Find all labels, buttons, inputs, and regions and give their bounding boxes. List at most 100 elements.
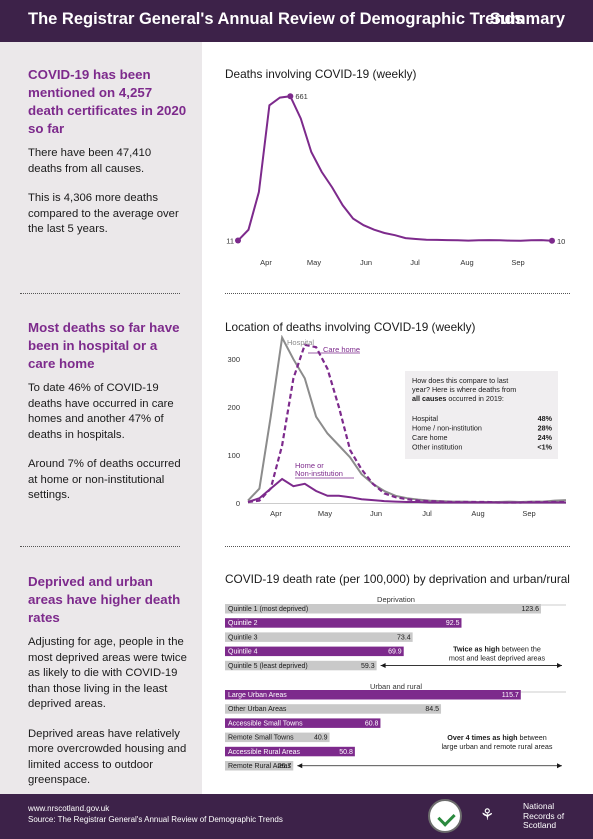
x-tick-label: Jun	[360, 258, 372, 267]
section-paragraph: Around 7% of deaths occurred at home or …	[28, 458, 181, 501]
comparison-note: Over 4 times as high between	[447, 733, 546, 742]
arrow-head-right	[557, 763, 562, 769]
data-label-start: 11	[226, 237, 234, 246]
comparison-note: Twice as high between the	[453, 645, 541, 654]
x-tick-label: Apr	[270, 509, 282, 518]
divider	[225, 293, 570, 294]
bar	[225, 732, 330, 743]
section-paragraph: There have been 47,410 deaths from all c…	[28, 147, 152, 175]
x-tick-label: Apr	[260, 258, 272, 267]
inset-row-value: 28%	[538, 424, 553, 433]
bar-label: Accessible Small Towns	[228, 720, 303, 727]
comparison-note-bold: Over 4 times as high	[447, 733, 517, 742]
series-label-home-2: Non-institution	[295, 469, 343, 478]
start-point	[235, 237, 241, 244]
inset-intro-1: How does this compare to last	[412, 376, 508, 385]
logo-text-line: National	[523, 801, 555, 811]
bar-label: Quintile 1 (most deprived)	[228, 606, 308, 613]
bar-value: 69.9	[388, 649, 402, 656]
bar-label: Quintile 5 (least deprived)	[228, 663, 308, 670]
bar	[225, 718, 381, 728]
page-footer: www.nrscotland.gov.uk Source: The Regist…	[0, 794, 593, 839]
inset-intro-2: year? Here is where deaths from	[412, 385, 516, 394]
section-heading: COVID-19 has been mentioned on 4,257 dea…	[28, 67, 187, 136]
arrow-head-left	[380, 663, 386, 669]
bar-label: Remote Rural Areas	[228, 763, 292, 770]
series-line-covid-deaths	[237, 95, 553, 242]
inset-row-value: 24%	[538, 433, 553, 442]
bar-value: 73.4	[397, 634, 411, 641]
inset-row-value: 48%	[538, 414, 553, 423]
comparison-note-line2: most and least deprived areas	[449, 654, 546, 663]
end-point	[549, 237, 555, 244]
bar-value: 92.5	[446, 620, 460, 627]
nrs-logo-text: National Records of Scotland	[523, 801, 565, 831]
inset-intro-3: all causes occurred in 2019:	[412, 394, 504, 403]
group-title: Urban and rural	[370, 682, 422, 691]
footer-url[interactable]: www.nrscotland.gov.uk	[28, 804, 110, 813]
data-label-peak: 661	[295, 92, 308, 101]
section-heading: Most deaths so far have been in hospital…	[28, 320, 180, 371]
page-header: The Registrar General's Annual Review of…	[0, 0, 593, 42]
bar	[225, 704, 442, 714]
bar	[225, 660, 377, 671]
y-tick-label: 300	[227, 355, 240, 364]
sidebar	[0, 42, 202, 794]
x-tick-label: Aug	[460, 258, 473, 267]
series-label-hospital: Hospital	[287, 338, 314, 347]
divider	[20, 546, 180, 547]
series-label-home: Home or	[295, 461, 324, 470]
section-heading: Deprived and urban areas have higher dea…	[28, 574, 181, 625]
comparison-note-rest: between the	[500, 645, 541, 654]
bar	[225, 646, 404, 657]
group-title: Deprivation	[377, 595, 415, 604]
chart2-title: Location of deaths involving COVID-19 (w…	[225, 320, 476, 334]
arrow-head-left	[297, 763, 303, 769]
section-paragraph: Deprived areas have relatively more over…	[28, 727, 187, 787]
bar-value: 50.8	[339, 749, 353, 756]
x-tick-label: May	[307, 258, 321, 267]
bar	[225, 618, 462, 628]
y-tick-label: 100	[227, 451, 240, 460]
comparison-note-rest: between	[518, 733, 547, 742]
x-tick-label: Sep	[522, 509, 535, 518]
bar-value: 60.8	[365, 720, 379, 727]
section-paragraph: Adjusting for age, people in the most de…	[28, 636, 187, 710]
bar-value: 123.6	[521, 606, 539, 613]
bar-value: 26.7	[278, 763, 292, 770]
data-label-end: 10	[557, 237, 565, 246]
arrow-head-right	[557, 663, 562, 669]
page-title: The Registrar General's Annual Review of…	[28, 10, 524, 28]
bar-value: 59.3	[361, 663, 375, 670]
bar	[225, 761, 294, 771]
bar	[225, 632, 413, 642]
bar	[225, 746, 355, 757]
bar-label: Remote Small Towns	[228, 735, 294, 742]
comparison-note-line2: large urban and remote rural areas	[441, 742, 552, 751]
series-line-2	[247, 477, 566, 504]
inset-row-label: Home / non-institution	[412, 424, 482, 433]
bar	[225, 690, 521, 700]
inset-row-label: Hospital	[412, 414, 438, 423]
x-tick-label: May	[318, 509, 332, 518]
death-rate-bar-chart: Deprivation Quintile 1 (most deprived) 123…	[225, 595, 566, 771]
bar-label: Other Urban Areas	[228, 706, 287, 713]
deaths-weekly-chart: 11 661 10 Apr May Jun Jul Aug Sep	[226, 92, 565, 267]
inset-row-value: <1%	[537, 443, 552, 452]
bar-value: 115.7	[502, 692, 519, 699]
nrs-logo-icon: ⚘	[480, 807, 495, 824]
divider	[20, 293, 180, 294]
x-tick-label: Aug	[471, 509, 484, 518]
x-tick-label: Jul	[422, 509, 432, 518]
x-tick-label: Sep	[511, 258, 524, 267]
inset-row-label: Other institution	[412, 443, 462, 452]
section-deprivation: Deprived and urban areas have higher dea…	[28, 573, 188, 789]
location-chart: 0 100 200 300 Hospital Care home Home orNon-in…	[227, 335, 567, 518]
section-location: Most deaths so far have been in hospital…	[28, 319, 188, 504]
bar-label: Quintile 4	[228, 649, 258, 656]
series-label-care-home: Care home	[323, 345, 360, 354]
inset-box	[405, 371, 558, 459]
inset-row-label: Care home	[412, 433, 448, 442]
logo-text-line: Records of	[523, 810, 565, 821]
bar-value: 40.9	[314, 735, 328, 742]
